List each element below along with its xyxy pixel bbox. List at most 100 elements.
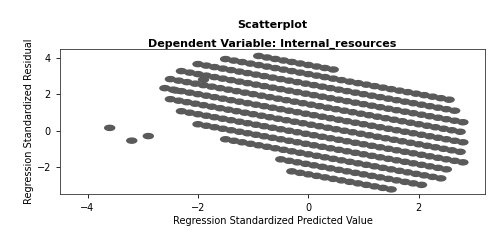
Ellipse shape — [260, 104, 269, 109]
Ellipse shape — [309, 93, 319, 98]
Ellipse shape — [367, 143, 377, 148]
Ellipse shape — [331, 127, 341, 132]
Ellipse shape — [425, 104, 435, 109]
Ellipse shape — [182, 79, 192, 85]
Ellipse shape — [202, 113, 211, 118]
Ellipse shape — [422, 123, 432, 128]
Ellipse shape — [411, 171, 421, 176]
Ellipse shape — [193, 92, 203, 97]
Ellipse shape — [455, 149, 465, 154]
Ellipse shape — [430, 125, 440, 130]
Ellipse shape — [367, 173, 377, 178]
Ellipse shape — [367, 123, 377, 128]
Ellipse shape — [295, 150, 305, 155]
Ellipse shape — [240, 110, 250, 115]
Ellipse shape — [358, 92, 368, 97]
Ellipse shape — [334, 117, 344, 122]
Ellipse shape — [394, 168, 404, 174]
Ellipse shape — [276, 107, 285, 112]
Ellipse shape — [284, 138, 294, 143]
Ellipse shape — [414, 142, 424, 147]
Ellipse shape — [392, 98, 402, 103]
Ellipse shape — [104, 125, 115, 130]
Ellipse shape — [166, 77, 175, 82]
Ellipse shape — [193, 122, 203, 127]
Ellipse shape — [304, 62, 314, 68]
Ellipse shape — [317, 134, 327, 139]
Ellipse shape — [433, 165, 443, 170]
Ellipse shape — [458, 120, 468, 125]
Ellipse shape — [278, 147, 288, 152]
Ellipse shape — [362, 82, 372, 87]
Ellipse shape — [450, 108, 460, 113]
Ellipse shape — [342, 119, 352, 124]
Ellipse shape — [284, 128, 294, 133]
Ellipse shape — [358, 102, 368, 107]
Ellipse shape — [342, 139, 352, 144]
Ellipse shape — [218, 66, 228, 71]
Ellipse shape — [336, 78, 346, 83]
Ellipse shape — [256, 113, 266, 118]
Ellipse shape — [392, 108, 402, 113]
Ellipse shape — [420, 93, 430, 98]
Ellipse shape — [378, 85, 388, 90]
Ellipse shape — [400, 129, 410, 134]
Ellipse shape — [254, 53, 264, 59]
Ellipse shape — [447, 148, 457, 153]
Ellipse shape — [375, 105, 385, 110]
Text: Scatterplot: Scatterplot — [238, 20, 308, 30]
Ellipse shape — [246, 141, 256, 146]
Ellipse shape — [375, 175, 385, 180]
Ellipse shape — [392, 148, 402, 153]
Ellipse shape — [350, 140, 360, 145]
Ellipse shape — [237, 140, 247, 145]
Ellipse shape — [447, 128, 457, 133]
Ellipse shape — [312, 73, 322, 78]
Ellipse shape — [367, 103, 377, 108]
Ellipse shape — [226, 98, 236, 103]
Ellipse shape — [370, 184, 380, 189]
Ellipse shape — [309, 113, 319, 118]
Ellipse shape — [242, 131, 252, 136]
Ellipse shape — [406, 140, 415, 145]
Ellipse shape — [400, 159, 410, 164]
Ellipse shape — [304, 152, 314, 157]
Ellipse shape — [193, 61, 203, 67]
Ellipse shape — [356, 111, 366, 116]
Ellipse shape — [268, 125, 278, 130]
Ellipse shape — [400, 99, 410, 104]
Ellipse shape — [248, 92, 258, 97]
Ellipse shape — [326, 116, 336, 121]
Ellipse shape — [215, 86, 225, 91]
Ellipse shape — [284, 78, 294, 83]
Ellipse shape — [444, 97, 454, 102]
Ellipse shape — [218, 126, 228, 131]
Ellipse shape — [362, 162, 372, 167]
Ellipse shape — [256, 93, 266, 98]
Ellipse shape — [386, 87, 396, 92]
Ellipse shape — [312, 64, 322, 69]
Ellipse shape — [350, 90, 360, 95]
Ellipse shape — [210, 125, 220, 130]
Ellipse shape — [265, 115, 274, 120]
Ellipse shape — [287, 60, 297, 65]
Ellipse shape — [317, 84, 327, 89]
Ellipse shape — [378, 165, 388, 170]
Ellipse shape — [268, 85, 278, 90]
Ellipse shape — [234, 129, 244, 134]
Ellipse shape — [251, 122, 261, 127]
Ellipse shape — [215, 106, 225, 111]
Ellipse shape — [433, 135, 443, 140]
Ellipse shape — [328, 67, 338, 72]
Ellipse shape — [340, 128, 349, 133]
Ellipse shape — [270, 56, 280, 61]
Ellipse shape — [458, 160, 468, 165]
Ellipse shape — [298, 121, 308, 126]
Ellipse shape — [367, 153, 377, 158]
Ellipse shape — [234, 79, 244, 84]
Ellipse shape — [290, 99, 300, 104]
Ellipse shape — [400, 109, 410, 114]
Ellipse shape — [364, 133, 374, 138]
Ellipse shape — [304, 172, 314, 177]
Ellipse shape — [248, 112, 258, 117]
